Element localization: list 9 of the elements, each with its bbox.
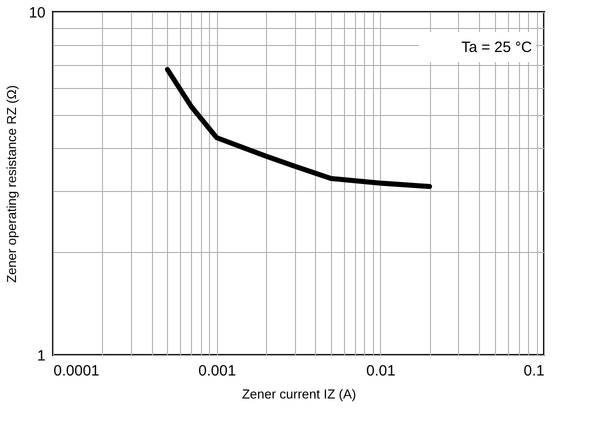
y-tick-label: 10 — [28, 4, 46, 22]
y-tick-label: 1 — [37, 348, 46, 364]
annotation: Ta = 25 °C — [461, 39, 532, 56]
x-tick-label: 0.01 — [366, 362, 396, 380]
x-axis-title: Zener current IZ (A) — [242, 386, 356, 402]
x-tick-label: 0.0001 — [54, 362, 100, 380]
y-axis-title: Zener operating resistance RZ (Ω) — [4, 85, 19, 283]
x-tick-label: 0.1 — [524, 362, 544, 380]
x-tick-label: 0.001 — [198, 362, 236, 380]
